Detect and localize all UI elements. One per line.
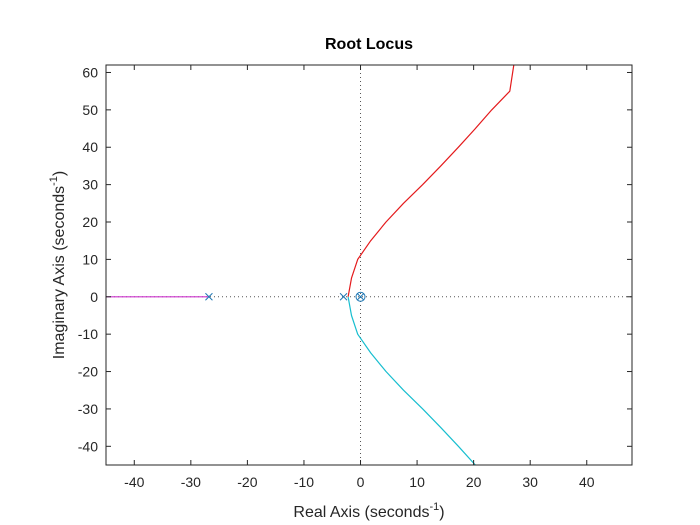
plot-area: -40 -30 -20 -10 0 10 20 30 40 -40 -30 -20 -10 0 10 20 30… [78,64,633,490]
y-tick-label: 30 [82,177,98,193]
x-tick-label: 20 [466,474,482,490]
x-tick-label: -40 [124,474,144,490]
y-tick-label: 40 [82,139,98,155]
pole-marker-1 [205,292,213,301]
locus-branch-2 [347,296,476,465]
y-tick-label: -30 [78,401,98,417]
chart-title: Root Locus [325,36,413,53]
x-tick-label: -20 [237,474,257,490]
y-tick-label: -40 [78,438,98,454]
y-axis-label-sup: -1 [48,176,60,186]
plot-frame [105,64,633,466]
x-tick-label: 0 [357,474,365,490]
y-tick-label: 20 [82,214,98,230]
x-tick-label: -30 [181,474,201,490]
x-axis-label-close: ) [439,504,444,521]
x-tick-label: 40 [579,474,595,490]
locus-branch-1 [347,65,515,297]
pole-marker-3 [356,292,365,301]
zero-marker-1 [355,291,366,302]
y-tick-label: 10 [82,251,98,267]
y-tick-label: 0 [90,289,98,305]
pole-marker-2 [339,292,348,301]
y-tick-label: 50 [82,102,98,118]
y-axis-label: Imaginary Axis (seconds-1) [48,171,68,360]
y-tick-label: 60 [82,64,98,80]
x-tick-label: 10 [409,474,425,490]
y-tick-label: -10 [78,326,98,342]
x-tick-label: -10 [294,474,314,490]
x-axis-label-sup: -1 [429,501,439,513]
x-axis-label: Real Axis (seconds-1) [293,501,444,521]
y-tick-label: -20 [78,364,98,380]
y-axis-label-text: Imaginary Axis (seconds [51,186,68,359]
y-axis-label-close: ) [51,171,68,176]
x-tick-label: 30 [522,474,538,490]
x-axis-label-text: Real Axis (seconds [293,504,429,521]
